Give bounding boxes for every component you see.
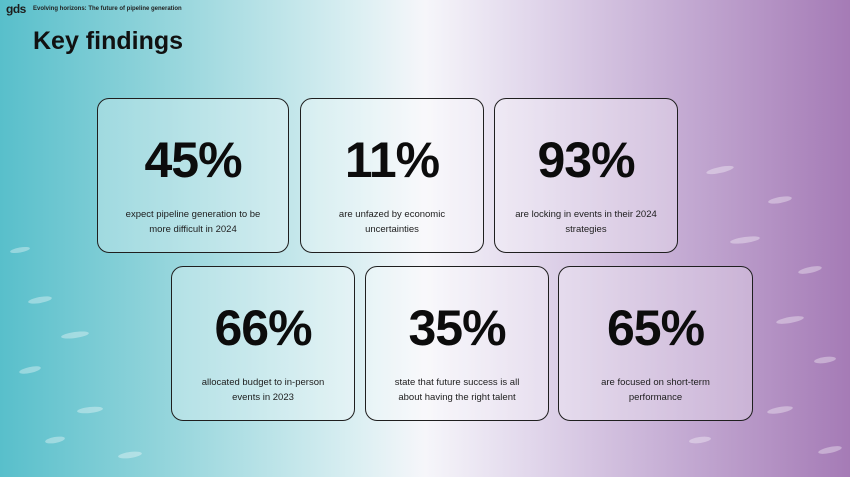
finding-card: 11% are unfazed by economic uncertaintie… <box>300 98 484 253</box>
finding-card: 66% allocated budget to in-person events… <box>171 266 355 421</box>
finding-stat: 66% <box>214 300 312 356</box>
finding-card: 93% are locking in events in their 2024 … <box>494 98 678 253</box>
finding-description: state that future success is all about h… <box>394 377 520 403</box>
document-subtitle: Evolving horizons: The future of pipelin… <box>33 6 182 12</box>
finding-description: are focused on short-term performance <box>601 377 710 403</box>
finding-card: 35% state that future success is all abo… <box>365 266 549 421</box>
finding-stat: 11% <box>344 132 440 188</box>
finding-description: are locking in events in their 2024 stra… <box>515 209 657 235</box>
finding-description: allocated budget to in-person events in … <box>201 377 325 403</box>
finding-stat: 35% <box>408 300 506 356</box>
finding-description: are unfazed by economic uncertainties <box>338 209 446 235</box>
finding-stat: 93% <box>537 132 635 188</box>
page-title: Key findings <box>33 27 184 55</box>
gds-logo: gds <box>6 2 26 16</box>
finding-stat: 45% <box>144 132 242 188</box>
finding-card: 65% are focused on short-term performanc… <box>558 266 753 421</box>
finding-stat: 65% <box>606 300 705 356</box>
finding-description: expect pipeline generation to be more di… <box>125 209 261 235</box>
finding-card: 45% expect pipeline generation to be mor… <box>97 98 289 253</box>
